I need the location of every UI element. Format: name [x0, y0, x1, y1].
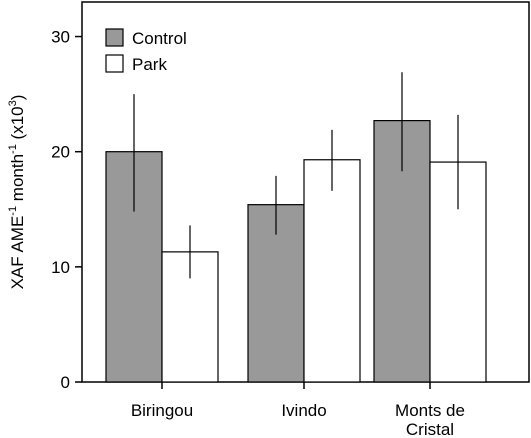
- x-tick-label: Biringou: [131, 401, 193, 420]
- legend-swatch: [105, 28, 124, 47]
- x-tick-label: Cristal: [406, 420, 454, 438]
- legend-swatch: [105, 54, 124, 73]
- y-label-text: XAF AME: [8, 216, 27, 290]
- legend-label: Control: [132, 29, 187, 48]
- y-label-superscript: -1: [7, 206, 19, 216]
- bars: [105, 120, 487, 383]
- error-bars: [133, 72, 459, 279]
- y-label-superscript: 3: [7, 100, 19, 106]
- y-label-superscript: -1: [7, 144, 19, 154]
- y-label-text: (x10: [8, 106, 27, 144]
- legend-label: Park: [132, 55, 167, 74]
- legend: Control Park: [105, 28, 187, 74]
- bar-park: [303, 159, 361, 383]
- y-tick-label: 30: [51, 28, 70, 47]
- y-label-text: ): [8, 95, 27, 101]
- y-tick-label: 10: [51, 258, 70, 277]
- x-tick-label: Monts de: [395, 401, 465, 420]
- x-tick-label: Ivindo: [281, 401, 326, 420]
- y-label-text: month: [8, 154, 27, 206]
- y-axis: 0 10 20 30: [51, 28, 82, 392]
- y-tick-label: 0: [61, 373, 70, 392]
- y-axis-label: XAF AME-1 month-1 (x103): [7, 95, 27, 290]
- y-tick-label: 20: [51, 143, 70, 162]
